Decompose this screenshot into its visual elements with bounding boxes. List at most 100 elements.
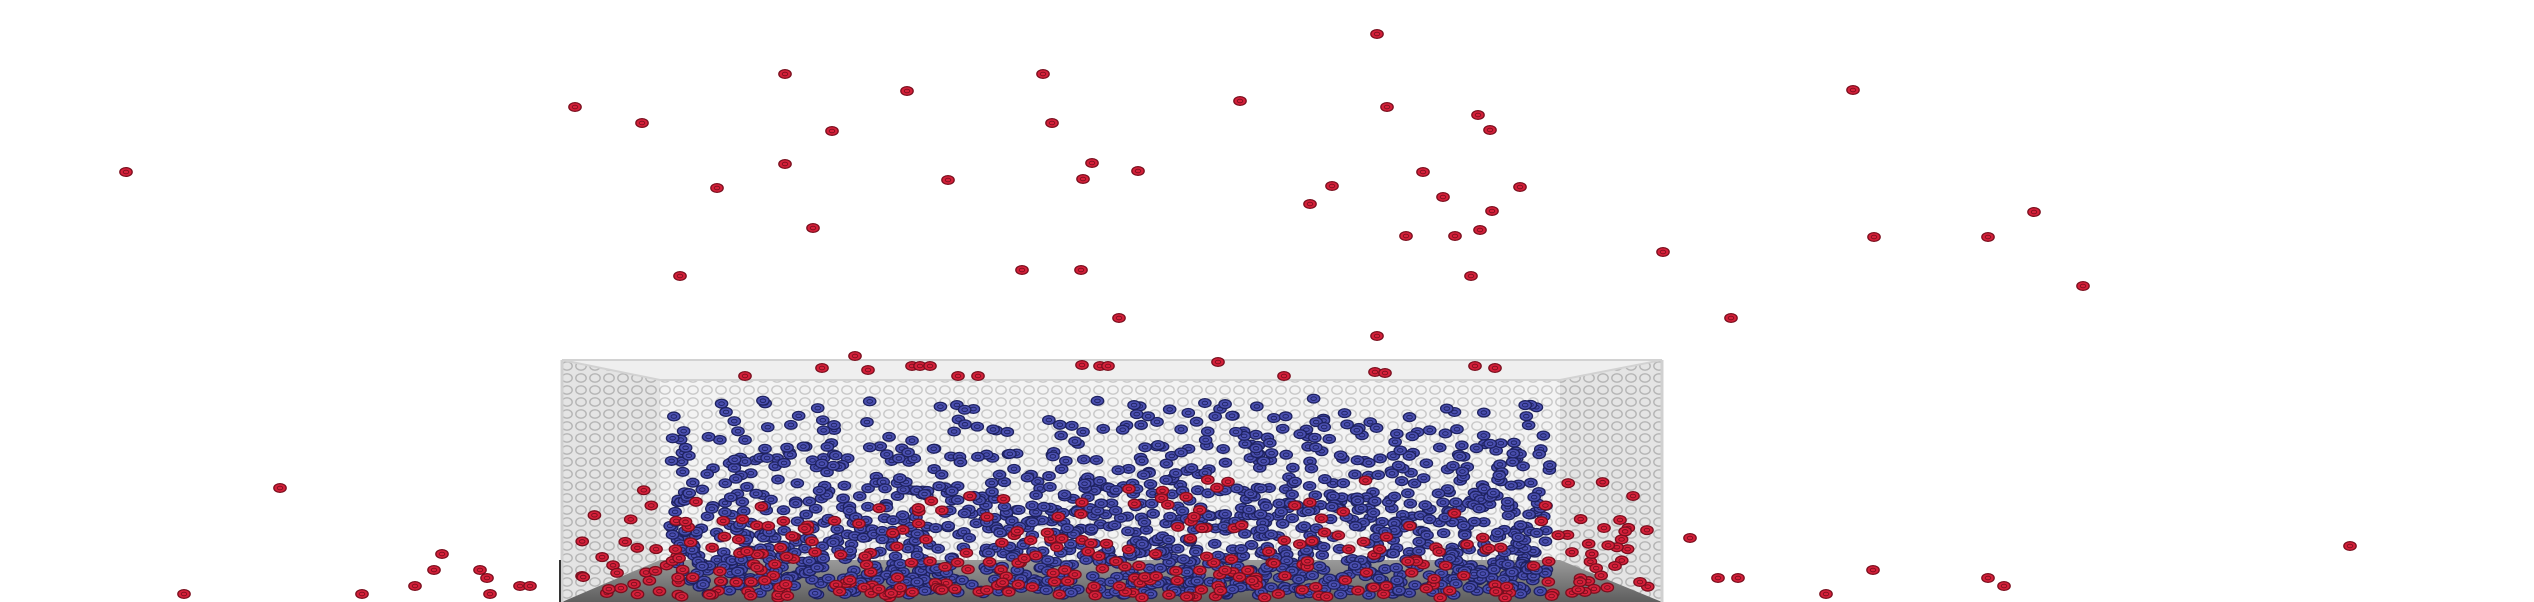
blue-particle xyxy=(1518,400,1533,411)
blue-particle xyxy=(1519,411,1534,422)
red-particle xyxy=(1640,525,1654,536)
red-particle xyxy=(1017,553,1032,564)
blue-particle xyxy=(1373,453,1387,464)
red-particle xyxy=(1057,564,1072,576)
red-particle xyxy=(738,370,752,382)
blue-particle xyxy=(731,426,745,437)
red-particle xyxy=(1433,592,1448,602)
red-particle xyxy=(1087,581,1101,592)
blue-particle xyxy=(1369,422,1384,433)
blue-particle xyxy=(791,410,806,421)
red-particle xyxy=(1573,514,1588,525)
blue-particle xyxy=(1201,488,1215,499)
red-particle xyxy=(1656,246,1670,258)
blue-particle xyxy=(1176,554,1191,565)
blue-particle xyxy=(695,561,710,572)
red-particle xyxy=(948,584,962,595)
red-particle xyxy=(1401,556,1415,567)
blue-particle xyxy=(1326,491,1341,502)
blue-particle xyxy=(1207,538,1222,549)
blue-particle xyxy=(1483,438,1497,449)
red-particle xyxy=(1565,547,1579,558)
blue-particle xyxy=(1422,514,1437,525)
red-particle xyxy=(614,583,628,594)
blue-particle xyxy=(1188,546,1203,557)
blue-particle xyxy=(1408,580,1422,591)
blue-particle xyxy=(1036,501,1051,512)
blue-particle xyxy=(1121,463,1136,474)
blue-particle xyxy=(842,505,857,516)
red-particle xyxy=(1271,588,1286,599)
red-particle xyxy=(1308,581,1323,593)
blue-particle xyxy=(828,450,843,461)
blue-particle xyxy=(1285,489,1299,500)
blue-particle xyxy=(1390,575,1404,586)
blue-particle xyxy=(1159,458,1174,469)
blue-particle xyxy=(1190,485,1205,496)
red-particle xyxy=(1075,359,1089,371)
red-particle xyxy=(1171,521,1185,532)
red-particle xyxy=(935,505,949,516)
blue-particle xyxy=(736,506,751,517)
blue-particle xyxy=(830,524,845,535)
red-particle xyxy=(1257,592,1272,602)
red-particle xyxy=(1488,362,1502,374)
red-particle xyxy=(568,101,582,113)
blue-particle xyxy=(1225,584,1240,595)
blue-particle xyxy=(1407,478,1422,489)
red-particle xyxy=(779,551,794,562)
blue-particle xyxy=(1138,442,1152,453)
red-particle xyxy=(938,561,952,572)
blue-particle xyxy=(1054,430,1068,441)
blue-particle xyxy=(723,492,738,503)
blue-particle xyxy=(1492,470,1507,481)
blue-particle xyxy=(1107,520,1122,531)
red-particle xyxy=(683,537,698,548)
red-particle xyxy=(995,577,1010,588)
red-particle xyxy=(1162,589,1176,600)
blue-particle xyxy=(1042,471,1056,482)
red-particle xyxy=(1731,572,1745,584)
red-particle xyxy=(1997,580,2011,592)
blue-particle xyxy=(1308,442,1323,453)
blue-particle xyxy=(1378,564,1392,575)
blue-particle xyxy=(1256,456,1271,467)
red-particle xyxy=(1551,530,1566,541)
blue-particle xyxy=(1308,432,1322,443)
red-particles-in-box xyxy=(575,350,1655,602)
red-particle xyxy=(754,501,769,512)
blue-particle xyxy=(861,501,875,512)
blue-particle xyxy=(1218,399,1232,410)
blue-particle xyxy=(776,505,791,516)
blue-particle xyxy=(933,401,948,412)
blue-particle xyxy=(1301,506,1316,517)
blue-particle xyxy=(668,506,682,517)
blue-particle xyxy=(1053,419,1067,430)
blue-particle xyxy=(1063,538,1078,550)
blue-particle xyxy=(1297,521,1312,532)
red-particle xyxy=(1402,520,1417,531)
red-particle xyxy=(1052,589,1067,600)
red-particle xyxy=(1131,165,1145,177)
red-particle xyxy=(780,590,795,601)
blue-particle xyxy=(718,507,732,518)
red-particle xyxy=(435,548,449,560)
red-particle xyxy=(905,587,920,598)
blue-particle xyxy=(1229,426,1243,437)
red-particle xyxy=(1460,539,1474,550)
blue-particle xyxy=(1249,443,1263,454)
red-particle xyxy=(1051,511,1066,522)
red-particle xyxy=(941,174,955,186)
blue-particle xyxy=(1467,516,1482,527)
red-particle xyxy=(1338,575,1353,586)
blue-particle xyxy=(1144,498,1159,509)
red-particle xyxy=(610,567,624,578)
blue-particle xyxy=(1121,526,1135,537)
blue-particle xyxy=(1198,434,1213,446)
blue-particle xyxy=(892,453,906,464)
red-particle xyxy=(119,166,133,178)
red-particle xyxy=(674,591,689,602)
blue-particle xyxy=(1174,424,1188,435)
red-particle xyxy=(1380,101,1394,113)
blue-particle xyxy=(667,411,681,422)
